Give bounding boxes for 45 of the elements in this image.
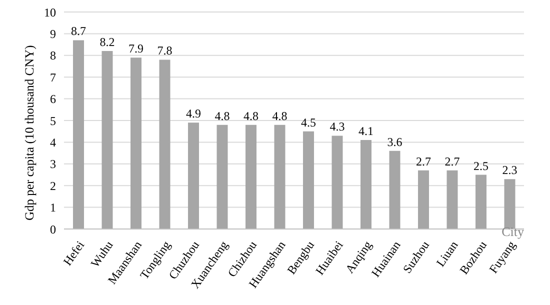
bar xyxy=(332,136,343,229)
data-label: 4.1 xyxy=(358,124,374,138)
y-tick-label: 4 xyxy=(50,135,56,150)
data-label: 4.8 xyxy=(272,108,288,123)
data-label: 8.7 xyxy=(71,24,86,38)
bar xyxy=(188,122,199,229)
bar xyxy=(476,174,486,229)
bar xyxy=(246,124,256,229)
data-label: 2.7 xyxy=(444,154,460,168)
x-axis-title: City xyxy=(502,224,524,240)
data-label: 4.8 xyxy=(214,108,230,123)
y-tick-label: 5 xyxy=(50,114,56,128)
y-tick-label: 9 xyxy=(50,26,56,41)
y-axis-title: Gdp per capita (10 thousand CNY) xyxy=(22,45,36,220)
bar xyxy=(446,170,458,229)
bar xyxy=(389,150,400,229)
data-label: 2.3 xyxy=(502,163,518,178)
y-tick-label: 1 xyxy=(50,200,56,215)
bar xyxy=(504,179,516,229)
y-tick-label: 2 xyxy=(50,178,56,193)
data-label: 4.8 xyxy=(244,108,258,123)
data-label: 4.3 xyxy=(330,120,345,134)
y-tick-label: 0 xyxy=(50,222,56,236)
y-tick-label: 7 xyxy=(50,70,56,84)
bar xyxy=(303,131,314,229)
data-label: 3.6 xyxy=(387,134,402,149)
data-label: 2.7 xyxy=(416,154,431,168)
data-label: 2.5 xyxy=(474,158,488,173)
data-label: 7.8 xyxy=(157,44,172,58)
bar xyxy=(274,124,286,229)
data-label: 7.9 xyxy=(128,42,144,56)
bar xyxy=(216,124,228,229)
y-tick-label: 8 xyxy=(50,48,56,63)
data-label: 8.2 xyxy=(100,35,115,50)
bar xyxy=(73,40,84,229)
bar xyxy=(130,58,142,229)
y-tick-label: 3 xyxy=(50,157,56,172)
data-label: 4.9 xyxy=(186,106,201,121)
bar xyxy=(418,170,429,229)
y-tick-label: 10 xyxy=(44,5,56,20)
bar xyxy=(102,51,113,229)
bar xyxy=(159,60,170,229)
bar xyxy=(360,140,372,229)
y-tick-label: 6 xyxy=(50,92,56,106)
data-label: 4.5 xyxy=(301,115,316,130)
